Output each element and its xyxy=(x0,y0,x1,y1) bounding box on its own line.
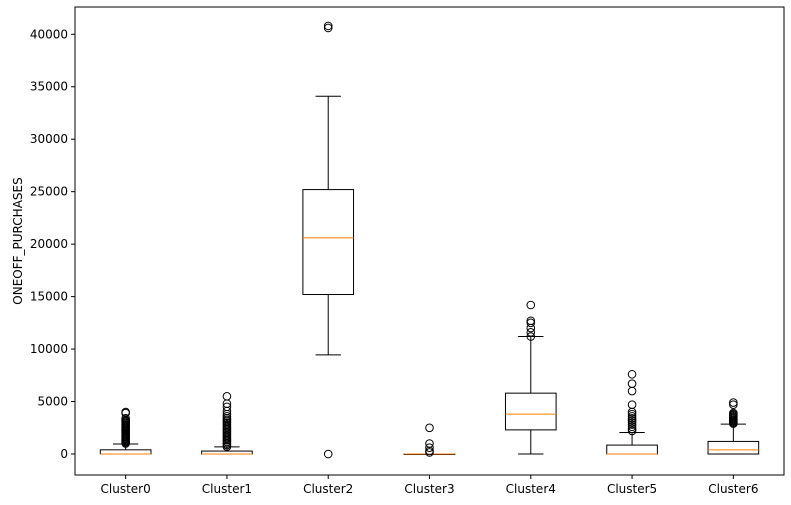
outlier-point xyxy=(627,422,637,432)
box-cluster4 xyxy=(504,300,557,455)
x-tick-label: Cluster6 xyxy=(708,482,758,496)
outlier-point xyxy=(627,420,637,429)
outlier-point xyxy=(526,318,536,328)
boxes-layer xyxy=(99,21,760,459)
x-axis-ticks: Cluster0 Cluster1 Cluster2 Cluster3 Cluster4… xyxy=(101,475,758,496)
outlier-point xyxy=(526,332,536,341)
y-axis-ticks: 0 5000 10000 15000 20000 25000 30000 35000 40000 xyxy=(30,27,75,461)
outlier-point xyxy=(627,409,637,419)
y-tick-label: 30000 xyxy=(30,132,68,146)
outlier-point xyxy=(627,400,637,409)
outlier-point xyxy=(425,423,434,433)
outlier-point xyxy=(121,407,130,417)
y-tick-label: 10000 xyxy=(30,342,68,356)
outlier-point xyxy=(627,424,637,434)
outlier-point xyxy=(729,408,738,418)
x-tick-label: Cluster4 xyxy=(506,482,556,496)
x-tick-label: Cluster0 xyxy=(101,482,151,496)
iqr-box xyxy=(302,189,355,296)
outlier-point xyxy=(729,398,738,407)
box-cluster3 xyxy=(403,423,456,457)
x-tick-label: Cluster1 xyxy=(202,482,252,496)
x-tick-label: Cluster3 xyxy=(404,482,454,496)
y-tick-label: 15000 xyxy=(30,290,68,304)
outlier-point xyxy=(323,21,333,31)
outlier-point xyxy=(627,416,637,425)
outlier-point xyxy=(627,379,637,389)
iqr-box xyxy=(707,440,760,455)
plot-frame xyxy=(74,6,785,476)
y-tick-label: 0 xyxy=(60,447,68,461)
outlier-point xyxy=(526,316,536,326)
outlier-point xyxy=(627,426,637,436)
y-tick-label: 40000 xyxy=(30,27,68,41)
plot-area xyxy=(75,7,784,475)
y-tick-label: 5000 xyxy=(37,395,68,409)
x-tick-label: Cluster5 xyxy=(607,482,657,496)
box-cluster0 xyxy=(99,407,152,455)
outlier-point xyxy=(526,327,536,337)
outlier-point xyxy=(627,369,637,379)
outlier-point xyxy=(121,414,130,423)
y-tick-label: 20000 xyxy=(30,237,68,251)
y-tick-label: 25000 xyxy=(30,185,68,199)
outlier-point xyxy=(526,300,536,310)
outlier-point xyxy=(729,400,738,409)
outlier-point xyxy=(627,418,637,427)
outlier-point xyxy=(222,392,232,401)
outlier-point xyxy=(323,23,333,33)
outlier-point xyxy=(222,411,232,421)
box-cluster6 xyxy=(707,398,760,455)
outlier-point xyxy=(323,449,333,459)
box-cluster1 xyxy=(201,392,253,455)
y-axis-label: ONEOFF_PURCHASES xyxy=(11,177,25,304)
y-tick-label: 35000 xyxy=(30,80,68,94)
iqr-box xyxy=(504,392,557,431)
box-cluster5 xyxy=(606,369,658,455)
outlier-point xyxy=(627,414,637,423)
outlier-point xyxy=(627,411,637,421)
outlier-point xyxy=(425,439,434,448)
outlier-point xyxy=(425,443,434,453)
x-tick-label: Cluster2 xyxy=(303,482,353,496)
outlier-point xyxy=(222,402,232,412)
box-cluster2 xyxy=(302,21,355,459)
